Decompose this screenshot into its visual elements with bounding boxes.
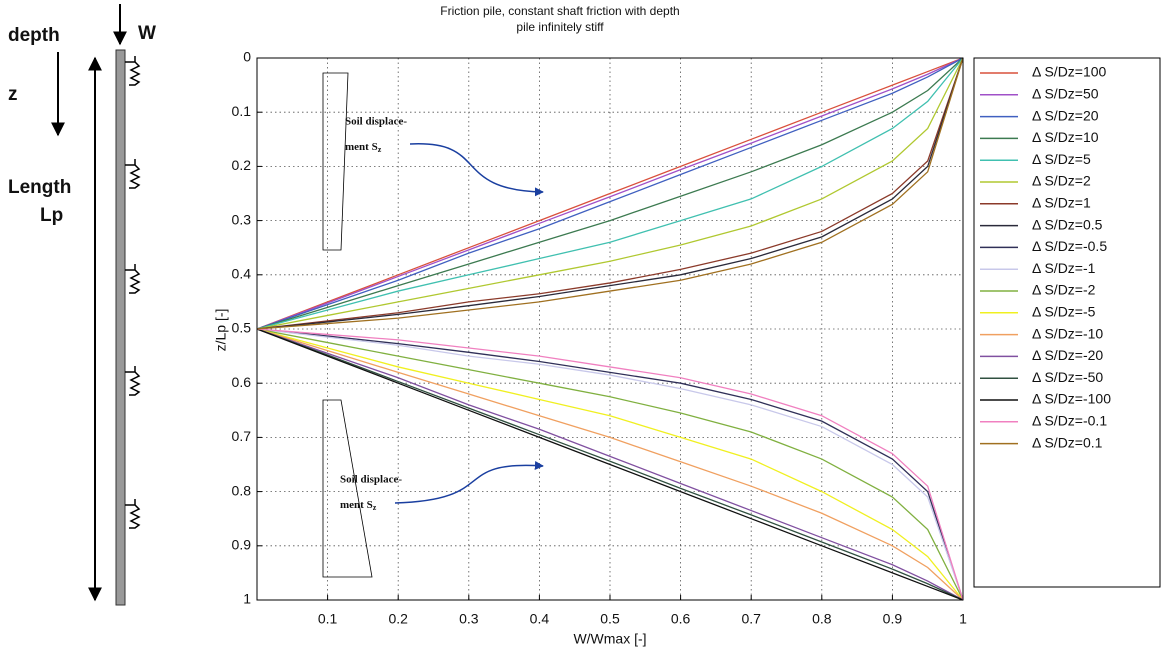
pile-diagram: depth z Length Lp W xyxy=(8,4,156,606)
x-axis-label: W/Wmax [-] xyxy=(573,631,646,647)
legend-label: Δ S/Dz=2 xyxy=(1032,173,1091,189)
soil-profiles xyxy=(322,72,373,578)
series-line xyxy=(256,57,964,330)
legend-label: Δ S/Dz=-0.1 xyxy=(1032,413,1107,429)
series-line xyxy=(256,328,964,601)
y-tick-label: 0.3 xyxy=(232,211,252,227)
legend-label: Δ S/Dz=5 xyxy=(1032,151,1091,167)
series-line xyxy=(256,328,964,601)
length-label: Length xyxy=(8,177,71,198)
series-line xyxy=(256,57,964,330)
legend-label: Δ S/Dz=-1 xyxy=(1032,260,1096,276)
x-tick-label: 0.5 xyxy=(600,611,620,627)
y-tick-label: 0.2 xyxy=(232,157,252,173)
y-tick-label: 0 xyxy=(243,49,251,65)
series-line xyxy=(256,57,964,330)
series-line xyxy=(256,328,964,601)
annotation: Soil displace- xyxy=(340,474,402,486)
legend xyxy=(973,57,1161,588)
series-line xyxy=(256,57,964,330)
series-line xyxy=(256,57,964,330)
y-tick-label: 0.7 xyxy=(232,428,252,444)
legend-label: Δ S/Dz=50 xyxy=(1032,86,1099,102)
annotation: ment Sz xyxy=(340,499,377,512)
plot-frame xyxy=(256,57,964,601)
y-tick-label: 0.8 xyxy=(232,482,252,498)
chart-title: Friction pile, constant shaft friction w… xyxy=(440,4,679,18)
depth-label: depth xyxy=(8,25,60,46)
x-tick-label: 1 xyxy=(959,611,967,627)
series-line xyxy=(256,57,964,330)
legend-label: Δ S/Dz=-20 xyxy=(1032,347,1103,363)
springs xyxy=(125,56,141,529)
legend-label: Δ S/Dz=-10 xyxy=(1032,325,1103,341)
load-label: W xyxy=(138,23,156,44)
legend-label: Δ S/Dz=100 xyxy=(1032,64,1107,80)
y-tick-label: 0.6 xyxy=(232,374,252,390)
grid: 0.1 0.2 0.3 0.4 0.5 0.6 0.7 0.8 0.9 1 0 0.1 0.2 0.3 0.… xyxy=(232,49,968,627)
annotation-text: ment S xyxy=(345,141,378,153)
series-line xyxy=(256,328,964,601)
z-label: z xyxy=(8,84,18,105)
legend-label: Δ S/Dz=-2 xyxy=(1032,282,1096,298)
series-line xyxy=(256,328,964,601)
y-tick-label: 0.4 xyxy=(232,266,252,282)
y-tick-label: 0.1 xyxy=(232,103,252,119)
legend-label: Δ S/Dz=10 xyxy=(1032,129,1099,145)
x-tick-label: 0.2 xyxy=(388,611,408,627)
x-tick-label: 0.7 xyxy=(741,611,761,627)
y-tick-label: 1 xyxy=(243,591,251,607)
series-line xyxy=(256,57,964,330)
x-tick-label: 0.1 xyxy=(318,611,338,627)
lp-label: Lp xyxy=(40,205,63,226)
series-line xyxy=(256,328,964,601)
series-line xyxy=(256,57,964,330)
legend-label: Δ S/Dz=1 xyxy=(1032,195,1091,211)
pile xyxy=(115,49,126,606)
y-tick-label: 0.9 xyxy=(232,537,252,553)
x-tick-label: 0.3 xyxy=(459,611,479,627)
annotation-subscript: z xyxy=(378,145,382,154)
legend-label: Δ S/Dz=-0.5 xyxy=(1032,238,1107,254)
x-tick-label: 0.6 xyxy=(671,611,691,627)
legend-label: Δ S/Dz=-100 xyxy=(1032,391,1111,407)
legend-label: Δ S/Dz=-50 xyxy=(1032,369,1103,385)
x-tick-label: 0.8 xyxy=(812,611,832,627)
legend-label: Δ S/Dz=0.5 xyxy=(1032,216,1103,232)
series-line xyxy=(256,57,964,330)
legend-entries: Δ S/Dz=100 Δ S/Dz=50 Δ S/Dz=20 Δ S/Dz=10 Δ S… xyxy=(980,64,1111,450)
annotation-subscript: z xyxy=(373,503,377,512)
series-line xyxy=(256,328,964,601)
legend-label: Δ S/Dz=-5 xyxy=(1032,304,1096,320)
annotation-arrows xyxy=(394,143,544,504)
legend-label: Δ S/Dz=0.1 xyxy=(1032,434,1103,450)
plot-lines xyxy=(256,57,964,601)
y-axis-label: z/Lp [-] xyxy=(213,309,229,352)
annotation: Soil displace- xyxy=(345,116,407,128)
y-tick-label: 0.5 xyxy=(232,320,252,336)
x-tick-label: 0.4 xyxy=(530,611,550,627)
annotation: ment Sz xyxy=(345,141,382,154)
chart-subtitle: pile infinitely stiff xyxy=(516,20,604,34)
series-line xyxy=(256,328,964,601)
annotation-text: ment S xyxy=(340,499,373,511)
legend-label: Δ S/Dz=20 xyxy=(1032,107,1099,123)
series-line xyxy=(256,328,964,601)
x-tick-label: 0.9 xyxy=(883,611,903,627)
